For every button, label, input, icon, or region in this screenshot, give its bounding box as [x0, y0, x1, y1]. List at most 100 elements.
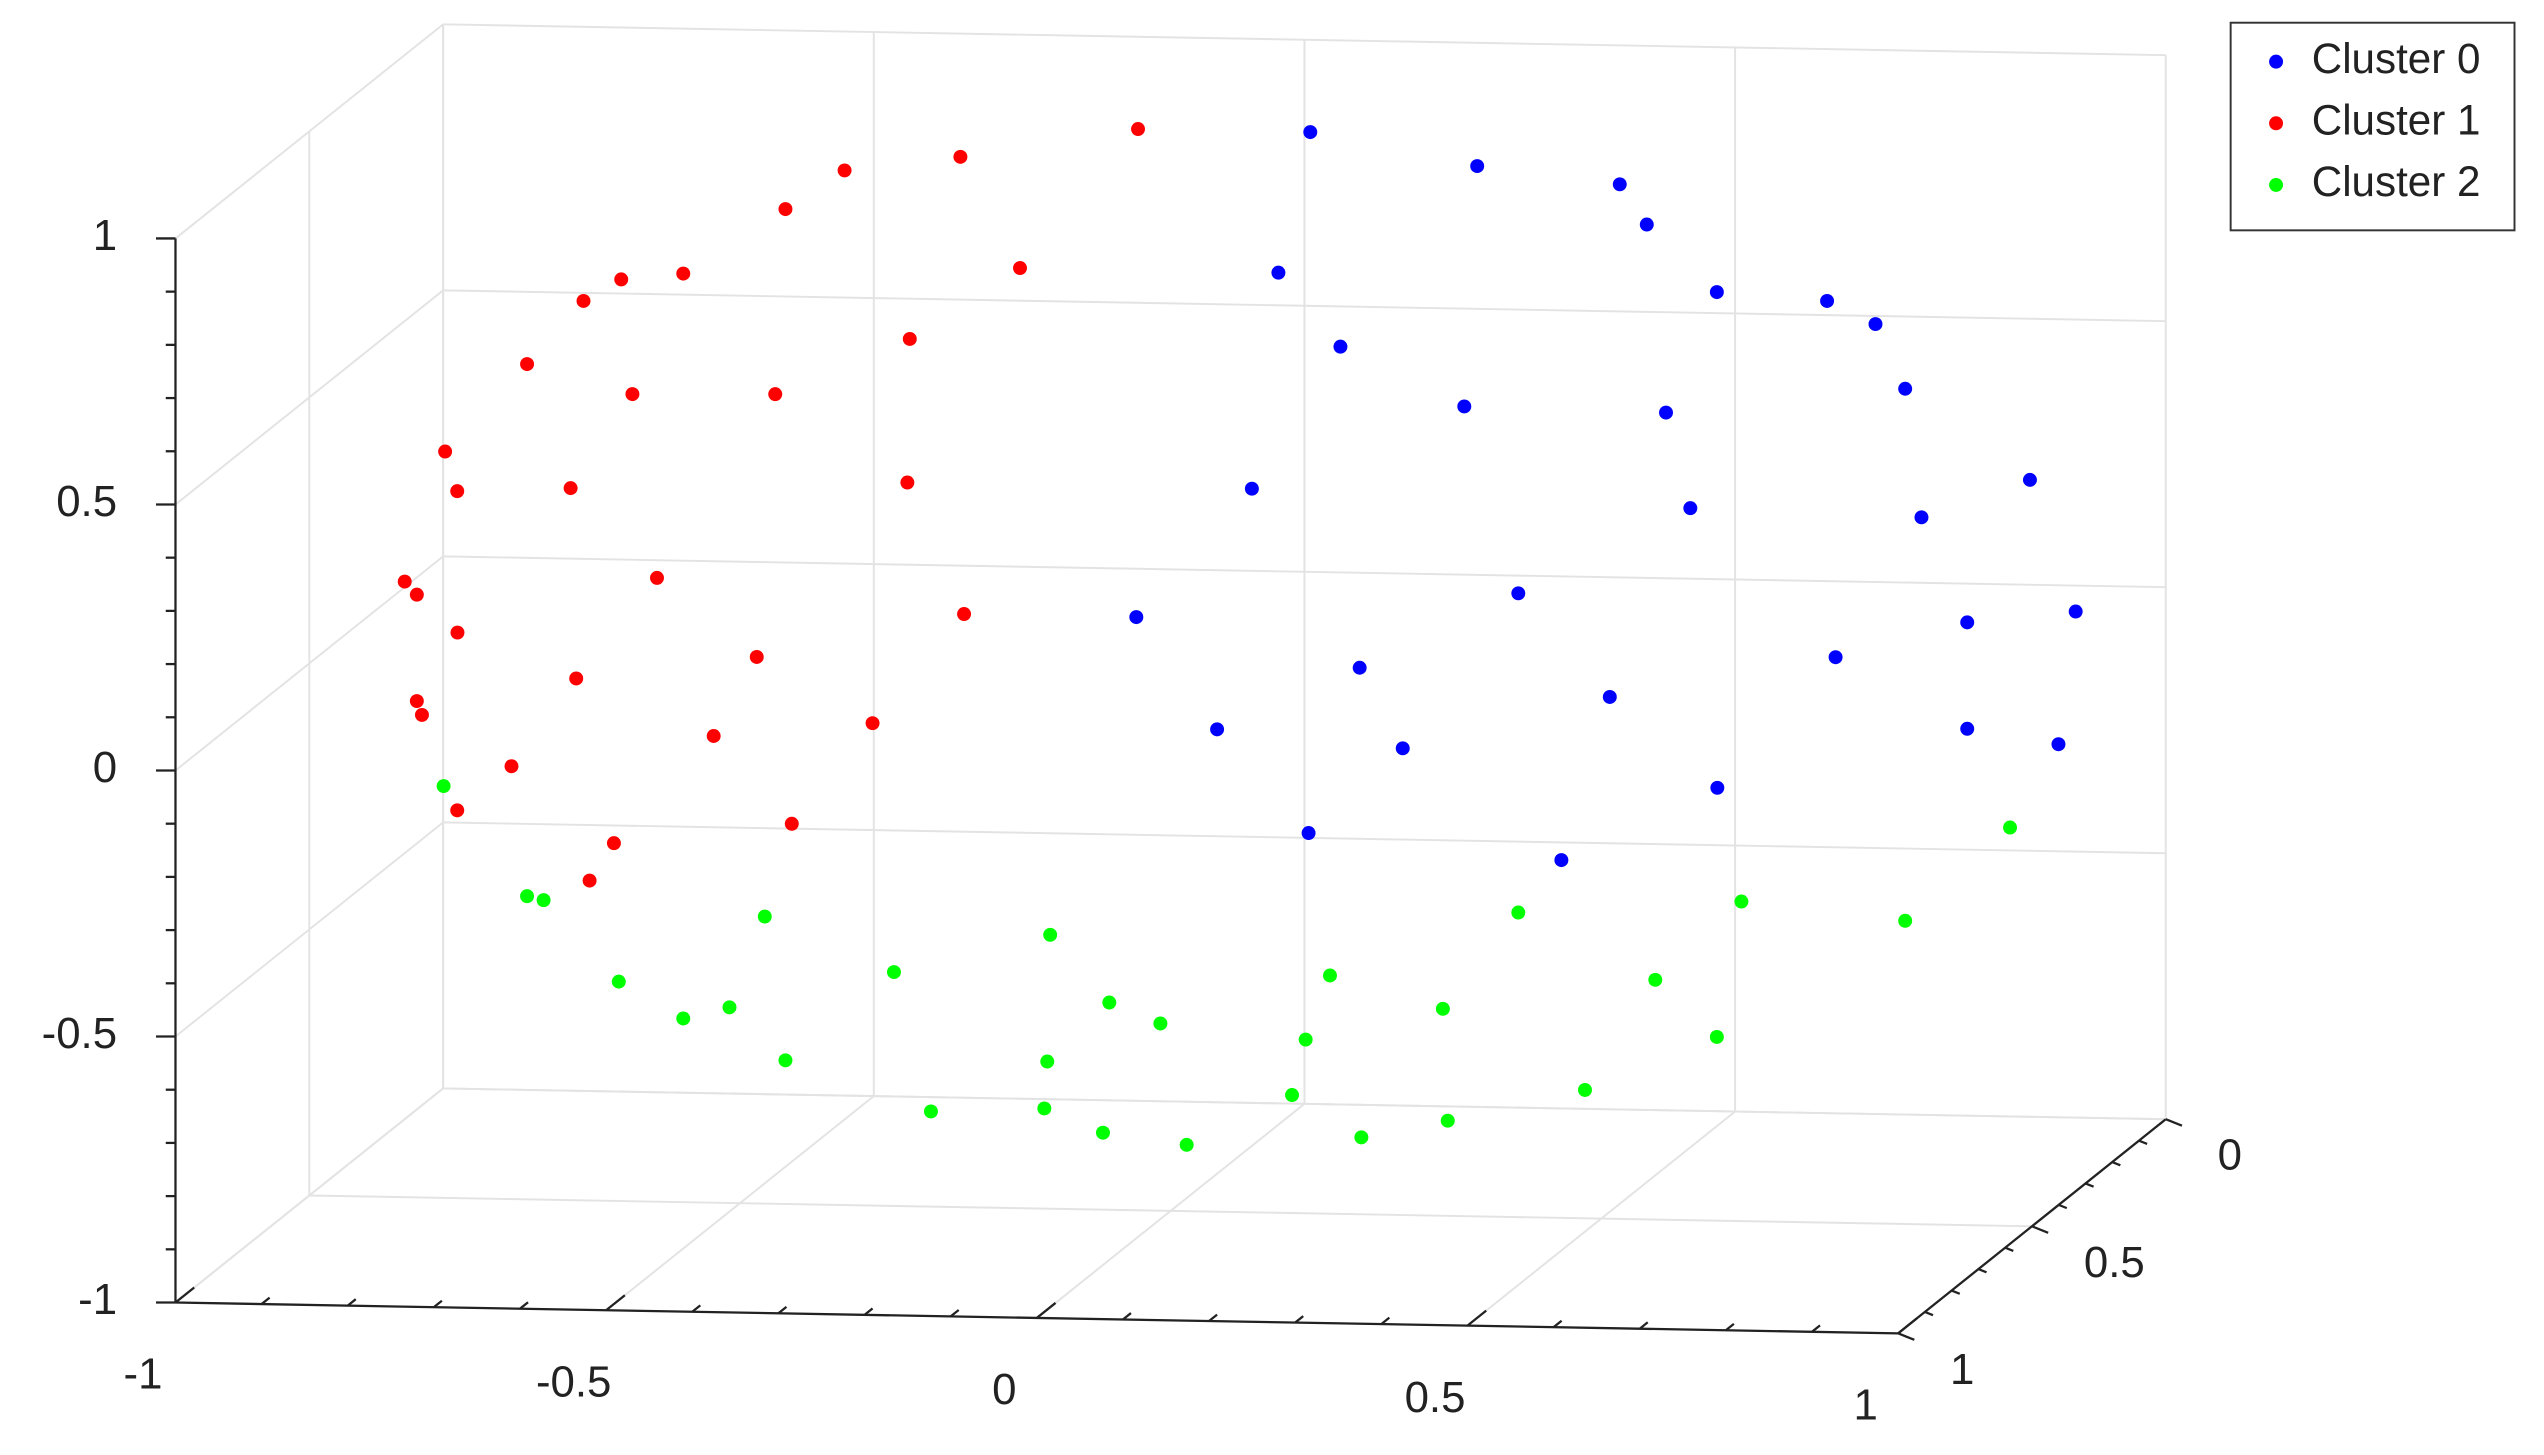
z-tick-label: -1 — [78, 1275, 117, 1324]
grid-line — [309, 1194, 2032, 1228]
minor-tick — [863, 1307, 874, 1316]
data-point — [1511, 905, 1526, 920]
x-tick — [174, 1286, 195, 1304]
grid-line — [174, 555, 444, 772]
data-point — [1457, 399, 1472, 414]
data-point — [1734, 894, 1749, 909]
data-point — [576, 293, 591, 308]
grid-line — [443, 1087, 2166, 1121]
data-point — [778, 202, 793, 217]
data-point — [676, 1011, 691, 1026]
data-point — [749, 649, 764, 664]
data-point — [569, 671, 584, 686]
data-point — [520, 889, 535, 904]
grid-line — [174, 821, 444, 1038]
axes: -1 -0.5 0 0.5 1 -1 -0.5 0 0.5 1 0 0.5 1 — [42, 211, 2242, 1430]
x-tick — [1897, 1317, 1918, 1335]
minor-tick — [1208, 1313, 1218, 1322]
data-point — [438, 444, 453, 459]
minor-tick — [260, 1296, 271, 1305]
minor-tick — [1725, 1322, 1735, 1332]
data-point — [450, 625, 465, 640]
x-tick-label: -1 — [124, 1350, 163, 1399]
data-point — [1271, 265, 1286, 280]
data-point — [1820, 294, 1835, 308]
data-point — [1040, 1054, 1055, 1069]
data-point — [1898, 381, 1913, 396]
minor-tick — [1811, 1324, 1821, 1333]
y-tick-label: 0.5 — [2084, 1238, 2145, 1287]
data-point — [757, 909, 772, 924]
data-point — [1013, 261, 1027, 275]
data-point — [450, 803, 465, 818]
data-point — [2051, 737, 2066, 752]
data-point — [436, 779, 451, 794]
data-point — [1683, 501, 1698, 516]
data-point — [768, 387, 783, 402]
minor-tick — [1924, 1310, 1934, 1317]
data-point — [706, 729, 721, 743]
legend-label: Cluster 1 — [2312, 96, 2481, 143]
minor-tick — [691, 1304, 702, 1313]
data-point — [900, 475, 915, 490]
x-tick — [1036, 1302, 1057, 1319]
y-tick — [1897, 1332, 1915, 1341]
data-point — [722, 1000, 737, 1015]
data-point — [1129, 610, 1144, 625]
minor-tick — [1639, 1321, 1649, 1330]
minor-tick — [1977, 1268, 1987, 1274]
grid-line — [443, 289, 2166, 323]
data-point — [1828, 650, 1843, 665]
legend-marker — [2269, 54, 2284, 69]
data-point — [1648, 972, 1663, 987]
data-point — [1709, 1029, 1724, 1044]
data-point — [923, 1104, 938, 1119]
data-point — [1333, 339, 1348, 354]
data-point — [625, 387, 640, 402]
data-point — [784, 816, 799, 831]
data-point — [1096, 1125, 1110, 1140]
data-point — [865, 716, 880, 731]
y-tick — [2165, 1118, 2183, 1127]
data-point — [1602, 689, 1617, 704]
data-point — [957, 607, 972, 622]
data-point — [536, 893, 551, 908]
data-point — [650, 570, 664, 585]
grid-line — [174, 23, 444, 240]
data-point — [2003, 820, 2018, 835]
data-point — [1960, 615, 1975, 630]
data-point — [1440, 1113, 1455, 1128]
data-point — [1659, 405, 1673, 420]
data-point — [409, 587, 424, 602]
x-tick-label: 0.5 — [1405, 1373, 1466, 1422]
data-point — [1395, 741, 1410, 756]
grid — [174, 23, 2167, 1335]
x-tick — [1466, 1309, 1487, 1327]
data-point — [1960, 721, 1975, 736]
grid-line — [443, 555, 2166, 589]
legend-label: Cluster 2 — [2312, 158, 2481, 205]
legend-marker — [2269, 177, 2284, 192]
minor-tick — [1951, 1289, 1961, 1295]
data-point — [1709, 285, 1724, 300]
data-point — [563, 481, 578, 496]
data-point — [1354, 1130, 1369, 1145]
data-point — [1639, 217, 1654, 232]
data-point — [606, 836, 621, 851]
data-point — [504, 759, 519, 774]
data-point — [520, 357, 535, 372]
minor-tick — [2004, 1246, 2014, 1252]
legend: Cluster 0 Cluster 1 Cluster 2 — [2229, 21, 2516, 232]
data-point — [1210, 722, 1225, 737]
data-point — [837, 163, 852, 178]
z-tick-label: -0.5 — [42, 1009, 117, 1058]
data-point — [1868, 317, 1883, 332]
data-point — [1898, 913, 1913, 928]
data-point — [1153, 1016, 1168, 1031]
data-point — [1578, 1083, 1592, 1097]
data-point — [1303, 125, 1318, 140]
data-point — [409, 694, 424, 709]
data-point — [1131, 122, 1145, 137]
z-tick-label: 0 — [93, 743, 117, 792]
